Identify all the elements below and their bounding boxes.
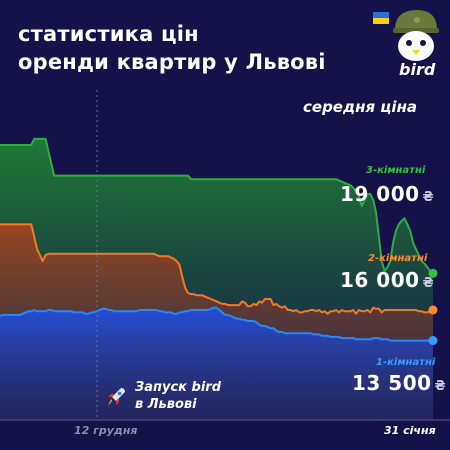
end-point-3-room — [428, 268, 438, 278]
end-point-2-room — [428, 305, 438, 315]
currency-1-room: ₴ — [434, 379, 447, 394]
chart-title-line2: оренди квартир у Львові — [18, 50, 326, 74]
series-label-2-room: 2-кімнатні — [368, 253, 428, 264]
ukraine-flag-icon — [373, 12, 389, 24]
price-label-2-room: 16 000 ₴ — [340, 268, 434, 292]
price-label-1-room: 13 500 ₴ — [352, 371, 446, 395]
x-tick-end: 31 січня — [384, 424, 436, 437]
line-2-room — [0, 223, 434, 315]
currency-2-room: ₴ — [422, 276, 435, 291]
x-tick-start: 12 грудня — [74, 424, 138, 437]
launch-annotation-line2: в Львові — [135, 397, 197, 412]
price-value-2-room: 16 000 — [340, 268, 420, 292]
launch-annotation: Запуск bird в Львові — [135, 379, 221, 413]
end-point-1-room — [428, 336, 438, 346]
launch-annotation-line1: Запуск bird — [135, 380, 221, 395]
price-value-1-room: 13 500 — [352, 371, 432, 395]
series-label-3-room: 3-кімнатні — [366, 165, 426, 176]
chart-title-line1: статистика цін — [18, 22, 199, 46]
brand-name: bird — [399, 60, 436, 79]
line-3-room — [0, 137, 434, 275]
currency-3-room: ₴ — [422, 190, 435, 205]
bird-helmet-icon — [393, 10, 439, 61]
rocket-icon — [108, 388, 125, 406]
brand-logo — [373, 10, 439, 61]
price-label-3-room: 19 000 ₴ — [340, 182, 434, 206]
line-1-room — [0, 306, 433, 342]
price-value-3-room: 19 000 — [340, 182, 420, 206]
series-label-1-room: 1-кімнатні — [376, 357, 436, 368]
chart-subtitle: середня ціна — [303, 98, 418, 116]
